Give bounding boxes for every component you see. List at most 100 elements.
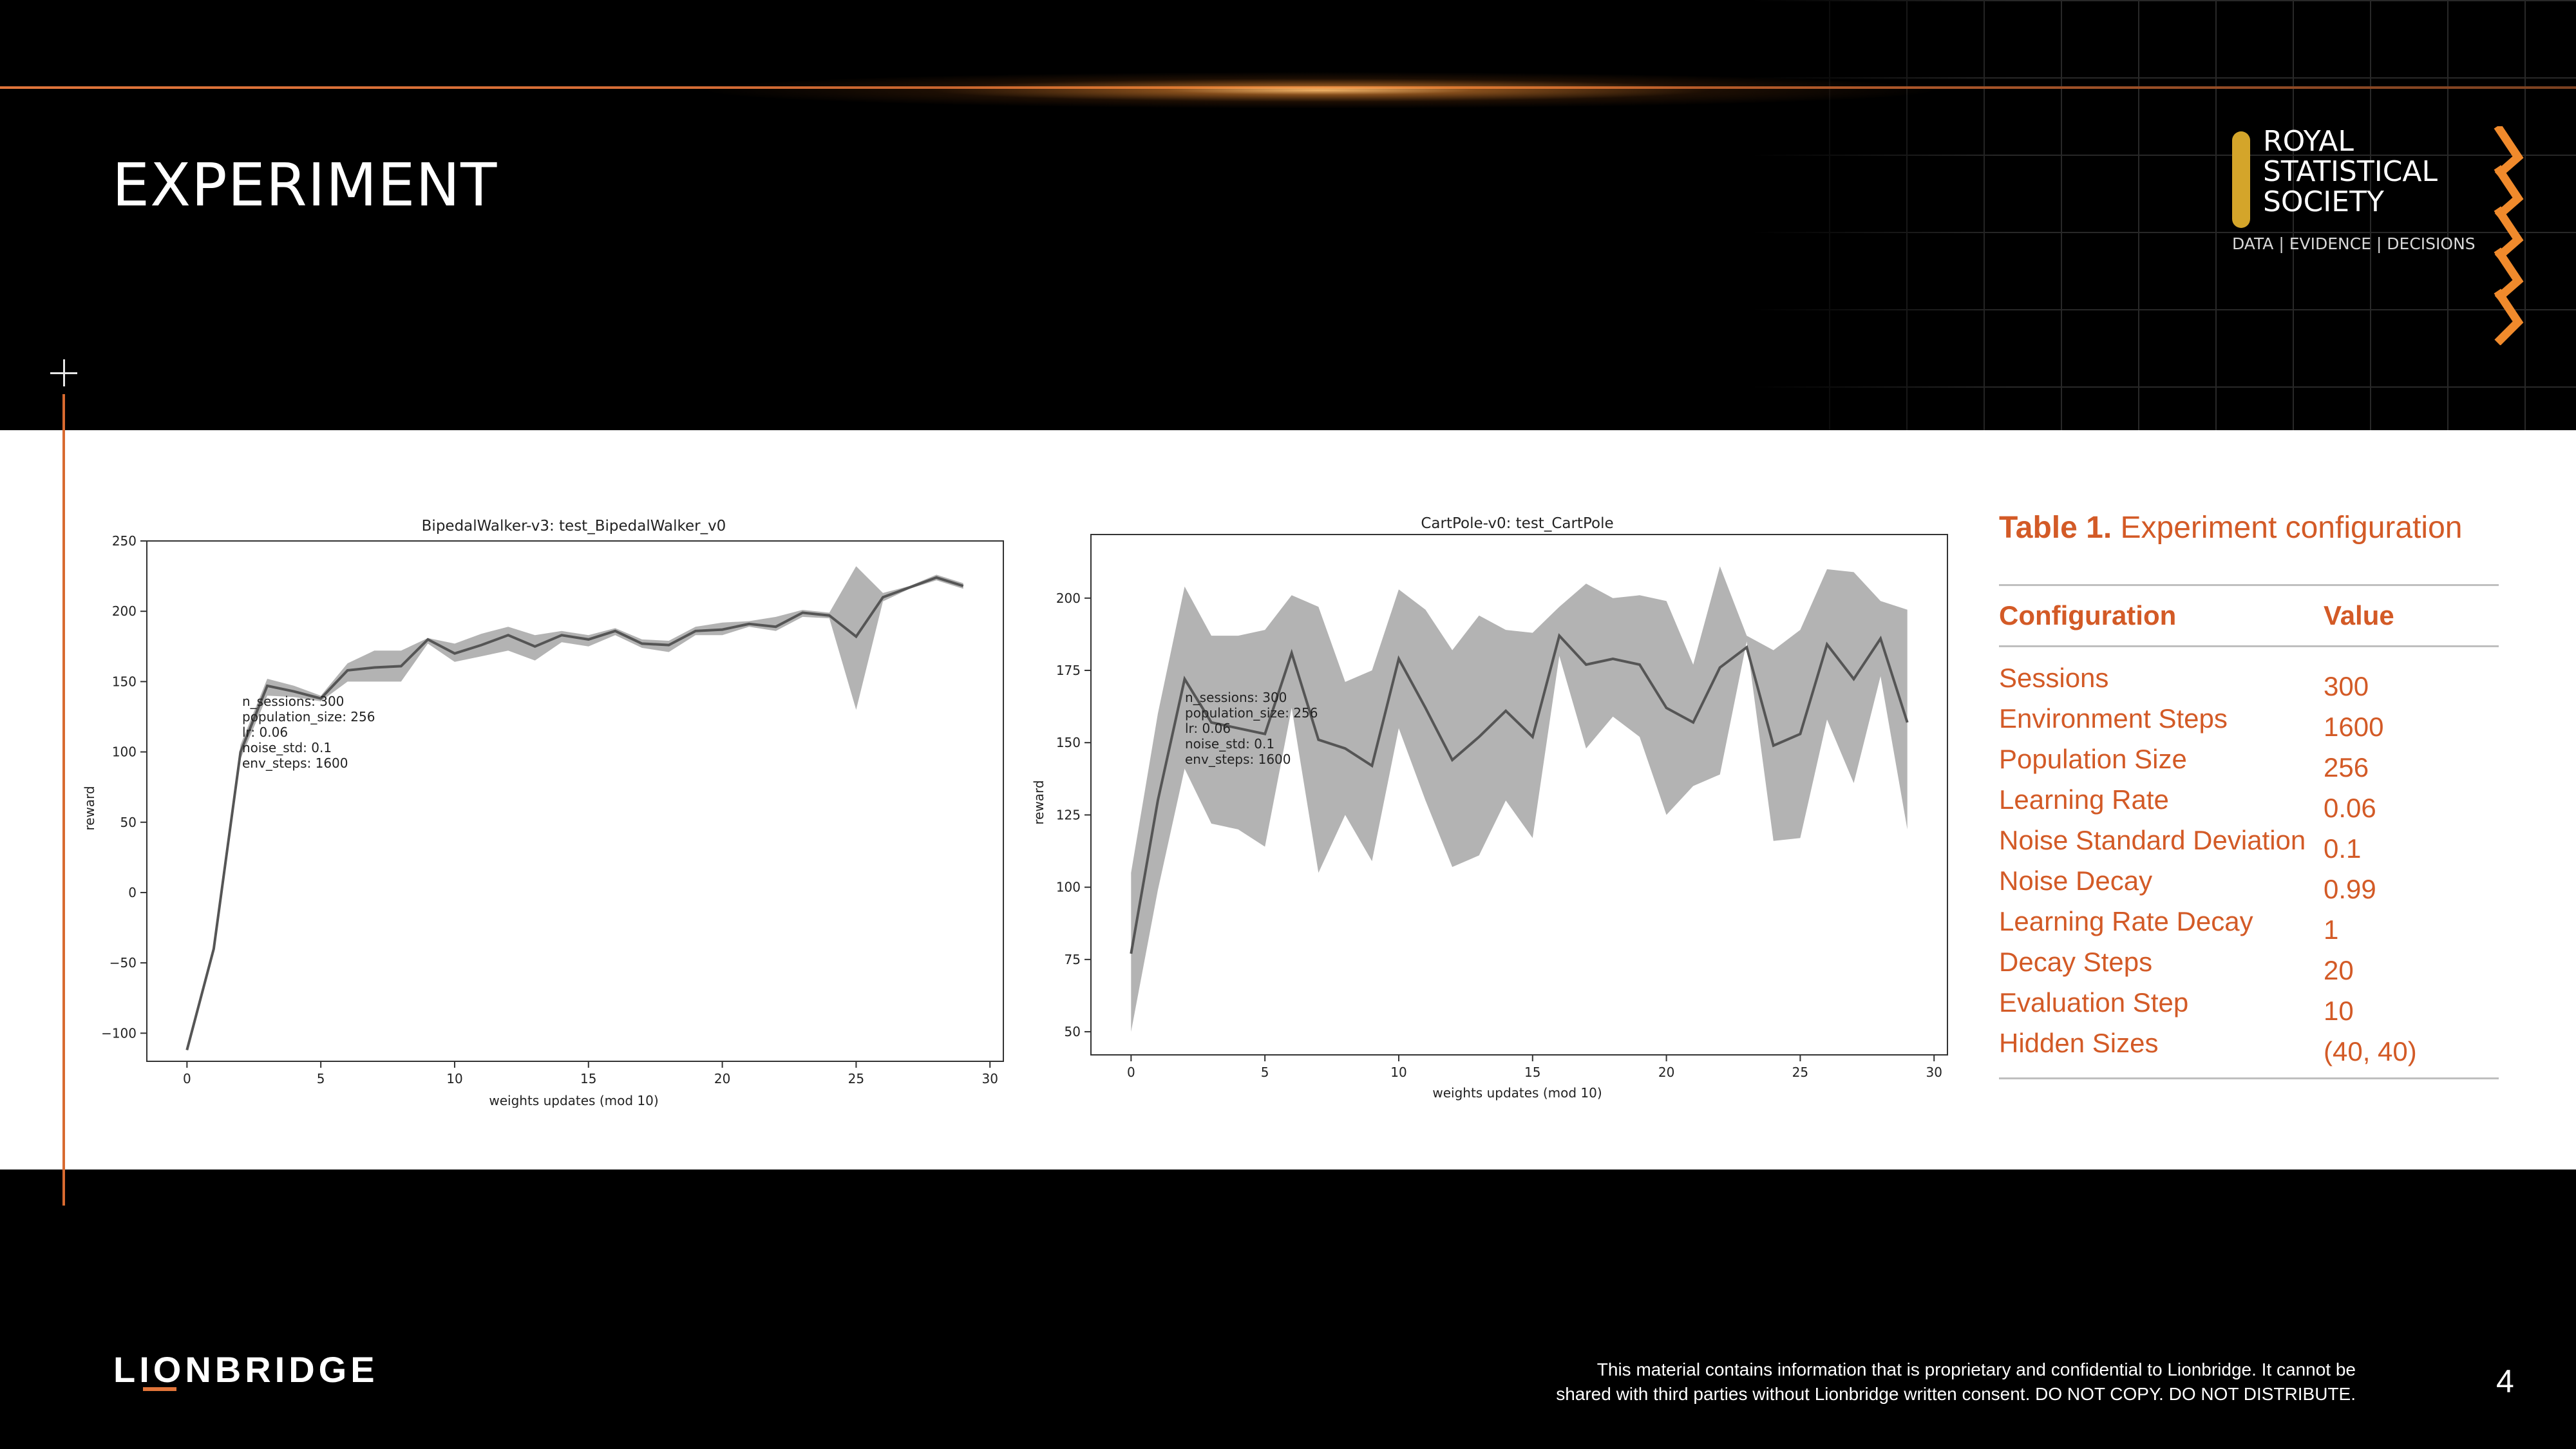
table-header: Configuration Value bbox=[1999, 586, 2499, 645]
config-value: 10 bbox=[2324, 996, 2354, 1026]
chart-title: BipedalWalker-v3: test_BipedalWalker_v0 bbox=[422, 518, 726, 535]
chart-ylabel: reward bbox=[82, 786, 97, 830]
legal-line: shared with third parties without Lionbr… bbox=[1556, 1384, 2356, 1404]
config-value: 0.06 bbox=[2324, 793, 2376, 823]
table-caption: Table 1. Experiment configuration bbox=[1999, 510, 2499, 545]
y-tick-label: 200 bbox=[1056, 591, 1081, 606]
y-tick-label: 100 bbox=[1056, 880, 1081, 895]
config-name: Decay Steps bbox=[1999, 947, 2153, 977]
rss-logo-line: SOCIETY bbox=[2263, 185, 2384, 218]
series-mean-line bbox=[1130, 633, 1909, 954]
grid-fade bbox=[1752, 0, 2009, 430]
y-tick-label: 250 bbox=[112, 533, 137, 549]
x-tick-label: 10 bbox=[1390, 1065, 1406, 1080]
config-name: Environment Steps bbox=[1999, 703, 2228, 734]
y-tick-label: 100 bbox=[112, 744, 137, 760]
chart-xlabel: weights updates (mod 10) bbox=[489, 1093, 658, 1108]
annotation-line: lr: 0.06 bbox=[242, 724, 288, 740]
table-row: Evaluation Step 10 bbox=[1999, 987, 2499, 1028]
table-row: Noise Decay 0.99 bbox=[1999, 866, 2499, 906]
y-tick-label: 125 bbox=[1056, 807, 1081, 822]
y-tick-label: −50 bbox=[109, 955, 137, 971]
vertical-accent-line bbox=[62, 394, 65, 1206]
logo-underline bbox=[143, 1387, 176, 1391]
x-tick-label: 20 bbox=[714, 1071, 730, 1086]
y-tick-label: 75 bbox=[1065, 952, 1081, 967]
legal-line: This material contains information that … bbox=[1596, 1359, 2356, 1379]
config-value: 0.1 bbox=[2324, 833, 2362, 864]
lionbridge-logo: LIONBRIDGE bbox=[113, 1349, 379, 1390]
table-top-rule bbox=[1999, 584, 2499, 586]
table-row: Learning Rate 0.06 bbox=[1999, 784, 2499, 825]
table-row: Learning Rate Decay 1 bbox=[1999, 906, 2499, 947]
x-tick-label: 0 bbox=[183, 1071, 191, 1086]
rss-logo-line: ROYAL bbox=[2263, 125, 2354, 158]
config-value: 0.99 bbox=[2324, 874, 2376, 904]
series-mean-line bbox=[185, 576, 964, 1051]
table-bottom-rule bbox=[1999, 1077, 2499, 1079]
y-tick-label: −100 bbox=[101, 1025, 137, 1041]
x-tick-label: 30 bbox=[981, 1071, 998, 1086]
config-name: Sessions bbox=[1999, 663, 2109, 693]
table-row: Environment Steps 1600 bbox=[1999, 703, 2499, 744]
config-name: Hidden Sizes bbox=[1999, 1028, 2159, 1058]
page-number: 4 bbox=[2496, 1363, 2514, 1399]
config-value: 256 bbox=[2324, 752, 2369, 782]
series-band-area bbox=[1131, 566, 1908, 1032]
annotation-line: env_steps: 1600 bbox=[242, 755, 348, 771]
config-table: Table 1. Experiment configuration Config… bbox=[1999, 510, 2499, 1079]
y-tick-label: 50 bbox=[1065, 1024, 1081, 1039]
x-tick-label: 30 bbox=[1926, 1065, 1942, 1080]
table-row: Sessions 300 bbox=[1999, 663, 2499, 703]
table-header-rule bbox=[1999, 645, 2499, 647]
header-configuration: Configuration bbox=[1999, 600, 2177, 630]
annotation-line: lr: 0.06 bbox=[1185, 721, 1231, 736]
rss-logo: ROYAL STATISTICAL SOCIETY DATA | EVIDENC… bbox=[2232, 126, 2573, 350]
plot-frame bbox=[1090, 534, 1948, 1056]
chart-title: CartPole-v0: test_CartPole bbox=[1421, 515, 1613, 532]
y-tick-label: 50 bbox=[120, 815, 137, 830]
config-value: 1600 bbox=[2324, 712, 2384, 742]
annotation-line: population_size: 256 bbox=[1185, 705, 1318, 721]
light-glow bbox=[708, 72, 1932, 108]
rss-logo-line: STATISTICAL bbox=[2263, 155, 2438, 188]
header-value: Value bbox=[2324, 600, 2394, 630]
table-row: Noise Standard Deviation 0.1 bbox=[1999, 825, 2499, 866]
y-tick-label: 0 bbox=[128, 885, 137, 900]
table-row: Population Size 256 bbox=[1999, 744, 2499, 784]
series-band-area bbox=[187, 566, 963, 1050]
config-name: Noise Decay bbox=[1999, 866, 2153, 896]
plot-frame bbox=[146, 540, 1004, 1062]
y-tick-label: 150 bbox=[1056, 735, 1081, 750]
config-value: 20 bbox=[2324, 955, 2354, 985]
x-tick-label: 15 bbox=[580, 1071, 596, 1086]
x-tick-label: 20 bbox=[1658, 1065, 1674, 1080]
annotation-line: noise_std: 0.1 bbox=[1185, 736, 1274, 752]
config-value: 300 bbox=[2324, 671, 2369, 701]
x-tick-label: 25 bbox=[848, 1071, 864, 1086]
table-caption-label: Table 1. bbox=[1999, 511, 2112, 545]
rss-logo-bar bbox=[2232, 131, 2250, 228]
annotation-line: noise_std: 0.1 bbox=[242, 740, 332, 755]
config-value: (40, 40) bbox=[2324, 1036, 2417, 1066]
rss-tagline: DATA | EVIDENCE | DECISIONS bbox=[2232, 234, 2476, 253]
x-tick-label: 10 bbox=[446, 1071, 462, 1086]
annotation-line: n_sessions: 300 bbox=[242, 694, 344, 709]
header-band: EXPERIMENT ROYAL STATISTICAL SOCIETY DAT… bbox=[0, 0, 2576, 430]
y-tick-label: 150 bbox=[112, 674, 137, 689]
annotation-line: env_steps: 1600 bbox=[1185, 752, 1291, 767]
chevron-stripes-icon bbox=[2494, 126, 2524, 345]
table-body: Sessions 300 Environment Steps 1600 Popula… bbox=[1999, 647, 2499, 1077]
table-caption-text: Experiment configuration bbox=[2112, 511, 2463, 545]
bipedalwalker-chart: BipedalWalker-v3: test_BipedalWalker_v0 … bbox=[81, 509, 1028, 1108]
x-tick-label: 5 bbox=[317, 1071, 325, 1086]
x-tick-label: 5 bbox=[1261, 1065, 1269, 1080]
legal-notice: This material contains information that … bbox=[1454, 1358, 2356, 1406]
config-name: Evaluation Step bbox=[1999, 987, 2189, 1018]
chart-ylabel: reward bbox=[1031, 780, 1046, 824]
config-name: Learning Rate bbox=[1999, 784, 2169, 815]
y-tick-label: 175 bbox=[1056, 663, 1081, 678]
chart-xlabel: weights updates (mod 10) bbox=[1432, 1085, 1602, 1101]
config-name: Learning Rate Decay bbox=[1999, 906, 2253, 936]
y-tick-label: 200 bbox=[112, 603, 137, 619]
